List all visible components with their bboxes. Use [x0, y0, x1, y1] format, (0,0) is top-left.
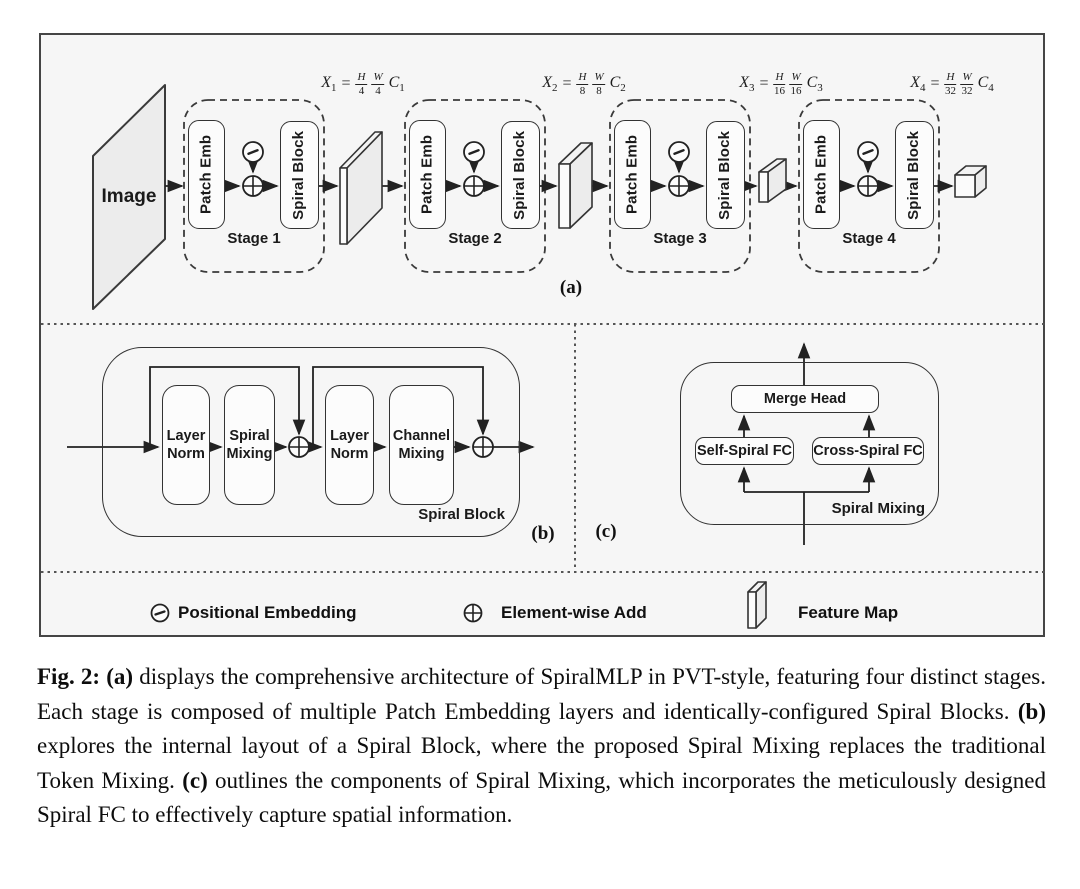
minus-glyph — [154, 610, 166, 616]
minus-glyph — [673, 148, 685, 156]
legend-element-wise-add: Element-wise Add — [501, 603, 647, 622]
stage-4-patch-emb-box: Patch Emb — [803, 120, 840, 229]
panel-a-label: (a) — [559, 277, 583, 298]
stage-dashed-boxes — [183, 99, 940, 273]
spiral-mixing-container — [680, 362, 939, 525]
figure-caption: Fig. 2: (a) displays the comprehensive a… — [37, 660, 1046, 833]
channel-mixing-box: Channel Mixing — [389, 385, 454, 505]
stage-1-spiral-block-box: Spiral Block — [280, 121, 319, 229]
cross-spiral-fc-box: Cross-Spiral FC — [812, 437, 924, 465]
caption-fig-label: Fig. 2: — [37, 664, 101, 689]
stage-4-spiral-block-box: Spiral Block — [895, 121, 934, 229]
stage-3-spiral-block-box: Spiral Block — [706, 121, 745, 229]
skip-connection-2 — [312, 366, 490, 447]
stage-3-dashed-box — [609, 99, 751, 273]
stage-4-label: Stage 4 — [842, 230, 896, 247]
feature-maps — [339, 131, 987, 245]
merge-head-box: Merge Head — [731, 385, 879, 413]
input-image-parallelogram — [92, 84, 166, 310]
figure-panel: Image Patch Emb Spiral Block Stage 1 X1 … — [39, 33, 1047, 637]
legend-symbols — [150, 581, 767, 629]
feature-map-cube — [954, 165, 987, 198]
skip-connection-1 — [149, 366, 306, 447]
spiral-mixing-wiring — [737, 342, 876, 545]
input-image-label: Image — [101, 186, 157, 207]
spiral-mixing-box: Spiral Mixing — [224, 385, 275, 505]
stage-3-patch-emb-box: Patch Emb — [614, 120, 651, 229]
caption-c-label: (c) — [182, 767, 208, 793]
caption-a-text: displays the comprehensive architecture … — [37, 664, 1047, 724]
minus-glyph — [862, 148, 874, 156]
stage-3-label: Stage 3 — [653, 230, 707, 247]
minus-glyph — [468, 148, 480, 156]
stage-2-label: Stage 2 — [448, 230, 502, 247]
stage-1-patch-emb-box: Patch Emb — [188, 120, 225, 229]
legend-feature-map: Feature Map — [798, 603, 899, 622]
stage-1-dashed-box — [183, 99, 325, 273]
caption-c-text: outlines the components of Spiral Mixing… — [37, 767, 1047, 828]
formula-stage-4: X4 = H 32 W 32 C4 — [910, 71, 994, 97]
feature-map-slab-3 — [758, 158, 787, 203]
layer-norm-2-box: Layer Norm — [325, 385, 374, 505]
spiral-mixing-container-label: Spiral Mixing — [831, 500, 925, 517]
layer-norm-1-box: Layer Norm — [162, 385, 210, 505]
feature-map-legend-icon — [747, 581, 767, 629]
feature-map-slab-2 — [558, 142, 593, 229]
legend-positional-embedding: Positional Embedding — [178, 603, 357, 622]
caption-a-label: (a) — [106, 664, 134, 689]
minus-glyph — [247, 148, 259, 156]
spiral-block-container-label: Spiral Block — [418, 506, 505, 523]
stage-2-patch-emb-box: Patch Emb — [409, 120, 446, 229]
formula-stage-3: X3 = H 16 W 16 C3 — [739, 71, 823, 97]
stage-2-spiral-block-box: Spiral Block — [501, 121, 540, 229]
feature-map-slab-1 — [339, 131, 383, 245]
self-spiral-fc-box: Self-Spiral FC — [695, 437, 794, 465]
stage-wiring — [224, 141, 894, 197]
diagram-wires — [41, 84, 1047, 629]
stage-4-dashed-box — [798, 99, 940, 273]
panel-dividers — [41, 323, 1047, 573]
spiral-block-wiring — [67, 366, 535, 458]
panel-c-label: (c) — [595, 521, 617, 542]
stage-2-dashed-box — [404, 99, 546, 273]
caption-b-text: explores the internal layout of a Spiral… — [37, 733, 1046, 793]
panel-b-label: (b) — [531, 523, 555, 544]
caption-b-label: (b) — [1017, 698, 1046, 724]
stage-1-label: Stage 1 — [227, 230, 281, 247]
spiral-block-container — [102, 347, 520, 537]
